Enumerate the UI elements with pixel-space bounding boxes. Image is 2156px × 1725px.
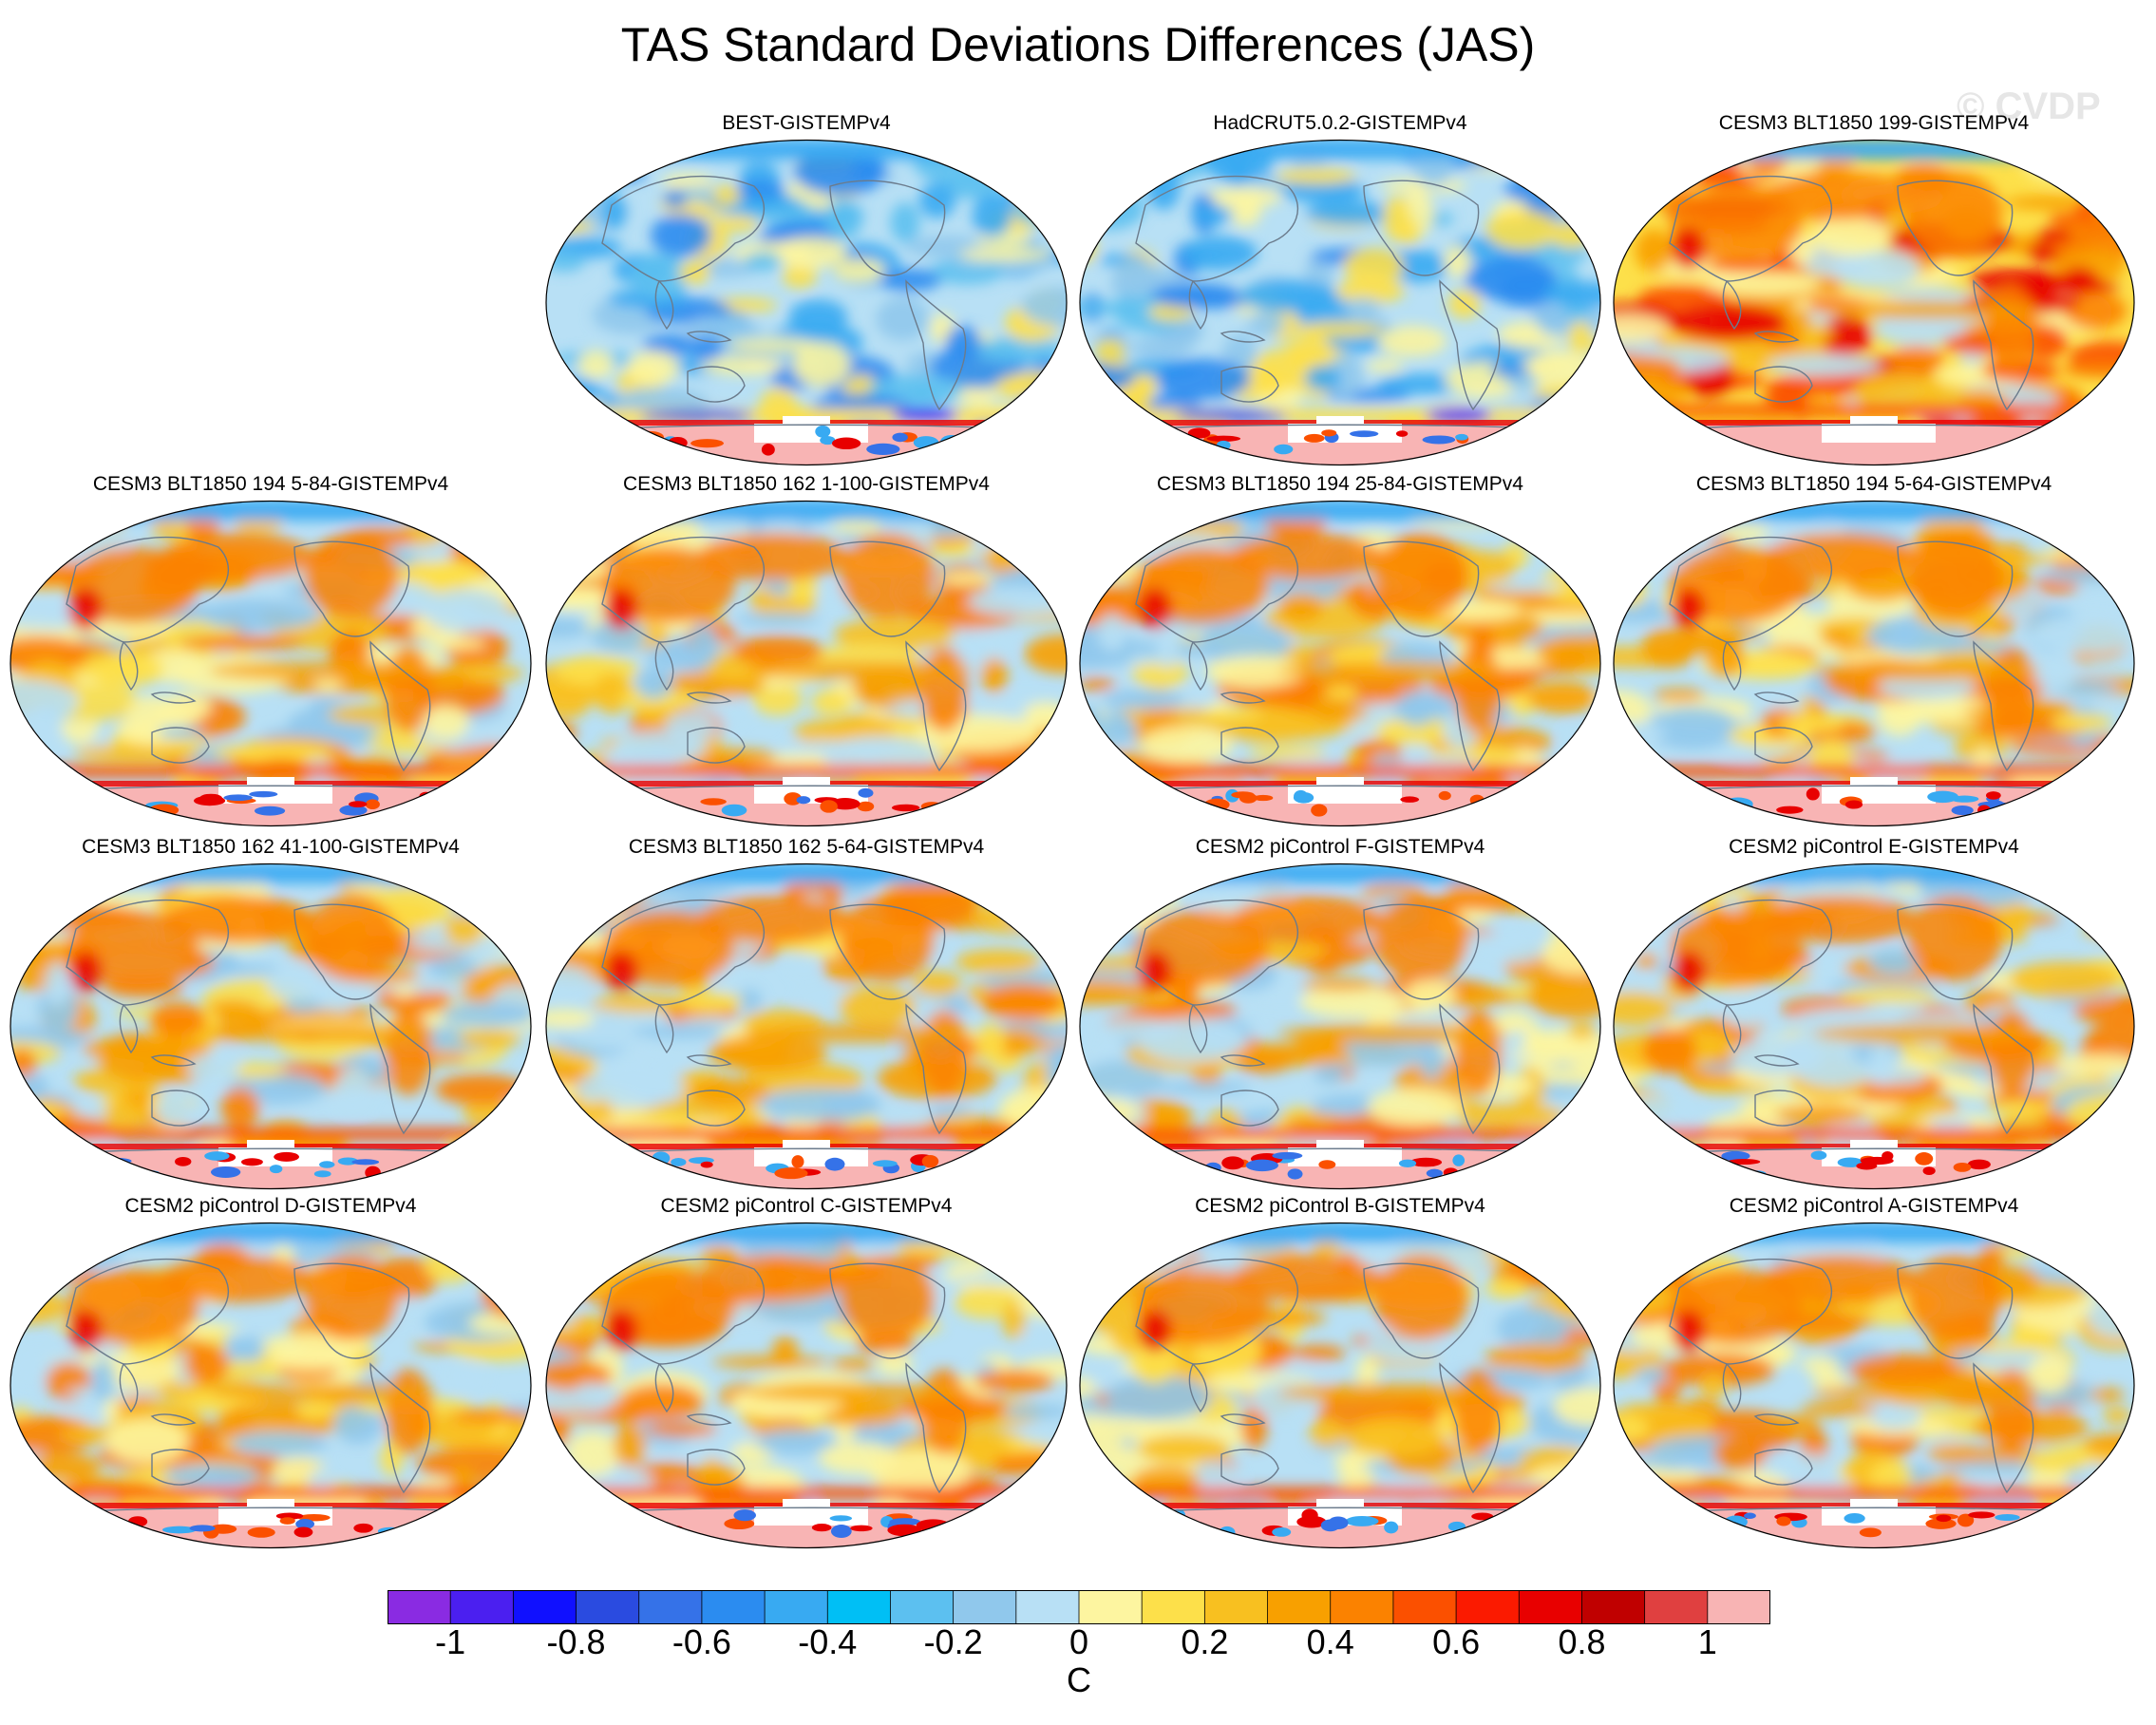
colorbar-bin — [1015, 1590, 1080, 1624]
panel-title: CESM2 piControl F-GISTEMPv4 — [1195, 836, 1485, 858]
robinson-map — [545, 862, 1068, 1190]
map-panel: CESM3 BLT1850 162 5-64-GISTEMPv4 — [536, 836, 1077, 1197]
panel-title: CESM2 piControl A-GISTEMPv4 — [1729, 1195, 2019, 1217]
robinson-map — [1079, 1222, 1601, 1549]
panel-title: CESM3 BLT1850 162 41-100-GISTEMPv4 — [82, 836, 460, 858]
colorbar-tick-label: -0.4 — [798, 1622, 858, 1661]
colorbar-bin — [764, 1590, 829, 1624]
map-panel: CESM2 piControl B-GISTEMPv4 — [1069, 1195, 1611, 1556]
robinson-map — [1613, 139, 2135, 466]
panel-title: CESM2 piControl E-GISTEMPv4 — [1729, 836, 2019, 858]
robinson-map — [1613, 1222, 2135, 1549]
colorbar-tick-label: 0.8 — [1558, 1622, 1606, 1661]
map-panel: CESM3 BLT1850 162 1-100-GISTEMPv4 — [536, 473, 1077, 834]
colorbar-tick-label: -0.2 — [923, 1622, 983, 1661]
colorbar-bin — [1330, 1590, 1394, 1624]
map-panel: CESM2 piControl A-GISTEMPv4 — [1603, 1195, 2145, 1556]
panel-title: BEST-GISTEMPv4 — [722, 112, 891, 134]
robinson-map — [545, 500, 1068, 827]
map-panel: CESM3 BLT1850 194 25-84-GISTEMPv4 — [1069, 473, 1611, 834]
map-panel: CESM2 piControl E-GISTEMPv4 — [1603, 836, 2145, 1197]
colorbar-bin — [512, 1590, 577, 1624]
colorbar-bin — [1581, 1590, 1646, 1624]
robinson-map — [9, 1222, 532, 1549]
colorbar-tick-label: 0.6 — [1432, 1622, 1481, 1661]
colorbar-bin — [388, 1590, 452, 1624]
colorbar-bin — [638, 1590, 703, 1624]
panel-title: CESM3 BLT1850 194 25-84-GISTEMPv4 — [1157, 473, 1523, 495]
colorbar-tick-label: -0.8 — [546, 1622, 606, 1661]
panel-title: CESM2 piControl D-GISTEMPv4 — [124, 1195, 417, 1217]
robinson-map — [1079, 139, 1601, 466]
map-panel: CESM3 BLT1850 194 5-64-GISTEMPv4 — [1603, 473, 2145, 834]
panel-title: CESM3 BLT1850 162 1-100-GISTEMPv4 — [623, 473, 990, 495]
robinson-map — [1613, 862, 2135, 1190]
colorbar-tick-label: -1 — [435, 1622, 466, 1661]
robinson-map — [9, 500, 532, 827]
colorbar-bin — [449, 1590, 515, 1624]
panel-title: HadCRUT5.0.2-GISTEMPv4 — [1213, 112, 1467, 134]
panel-title: CESM3 BLT1850 194 5-64-GISTEMPv4 — [1695, 473, 2052, 495]
map-panel: CESM3 BLT1850 162 41-100-GISTEMPv4 — [0, 836, 541, 1197]
colorbar-bin — [1644, 1590, 1709, 1624]
map-panel: HadCRUT5.0.2-GISTEMPv4 — [1069, 112, 1611, 473]
map-panel: BEST-GISTEMPv4 — [536, 112, 1077, 473]
colorbar-tick-label: 1 — [1697, 1622, 1717, 1661]
figure-title: TAS Standard Deviations Differences (JAS… — [620, 18, 1536, 71]
colorbar-bin — [701, 1590, 766, 1624]
colorbar-bin — [953, 1590, 1017, 1624]
robinson-map — [545, 139, 1068, 466]
colorbar-tick-label: -0.6 — [671, 1622, 731, 1661]
colorbar-tick-label: 0.4 — [1306, 1622, 1354, 1661]
panel-title: CESM3 BLT1850 199-GISTEMPv4 — [1718, 112, 2030, 134]
panel-title: CESM2 piControl B-GISTEMPv4 — [1195, 1195, 1485, 1217]
colorbar-bin — [1455, 1590, 1521, 1624]
watermark: © CVDP — [1957, 85, 2101, 127]
robinson-map — [1079, 862, 1601, 1190]
map-panel: CESM3 BLT1850 199-GISTEMPv4 — [1603, 112, 2145, 473]
colorbar-tick-label: 0.2 — [1181, 1622, 1229, 1661]
colorbar-units: C — [1067, 1660, 1091, 1699]
map-panel: CESM2 piControl F-GISTEMPv4 — [1069, 836, 1611, 1197]
colorbar-bin — [890, 1590, 955, 1624]
colorbar-bin — [1518, 1590, 1583, 1624]
map-panel: CESM3 BLT1850 194 5-84-GISTEMPv4 — [0, 473, 541, 834]
colorbar — [388, 1590, 1770, 1624]
colorbar-bin — [1267, 1590, 1332, 1624]
panel-title: CESM3 BLT1850 162 5-64-GISTEMPv4 — [628, 836, 985, 858]
robinson-map — [1079, 500, 1601, 827]
map-panel: CESM2 piControl D-GISTEMPv4 — [0, 1195, 541, 1556]
robinson-map — [545, 1222, 1068, 1549]
panel-title: CESM2 piControl C-GISTEMPv4 — [660, 1195, 953, 1217]
colorbar-bin — [1707, 1590, 1770, 1624]
robinson-map — [1613, 500, 2135, 827]
robinson-map — [9, 862, 532, 1190]
colorbar-bin — [576, 1590, 640, 1624]
colorbar-bin — [826, 1590, 892, 1624]
map-panel: CESM2 piControl C-GISTEMPv4 — [536, 1195, 1077, 1556]
colorbar-bin — [1141, 1590, 1206, 1624]
panel-title: CESM3 BLT1850 194 5-84-GISTEMPv4 — [92, 473, 449, 495]
colorbar-bin — [1392, 1590, 1457, 1624]
colorbar-bin — [1078, 1590, 1144, 1624]
colorbar-bin — [1203, 1590, 1269, 1624]
colorbar-tick-label: 0 — [1069, 1622, 1089, 1661]
